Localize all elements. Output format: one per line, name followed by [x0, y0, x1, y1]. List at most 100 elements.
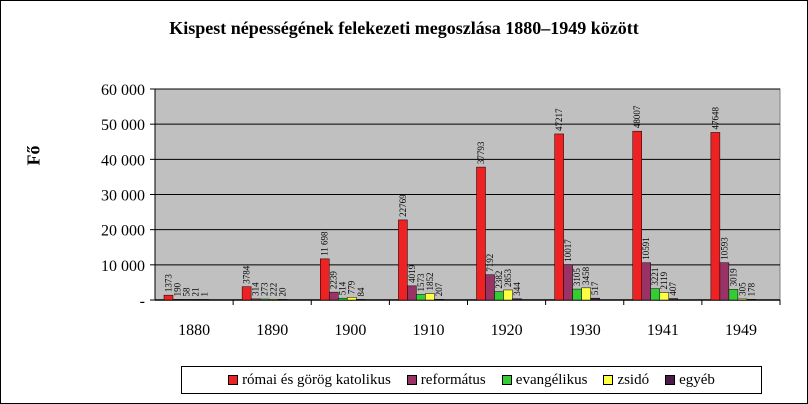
y-tick-label: - [140, 293, 145, 310]
bar [728, 289, 739, 301]
data-label: 344 [512, 282, 522, 296]
bar [241, 286, 252, 301]
legend-swatch [665, 375, 676, 385]
data-label: 2853 [503, 268, 513, 287]
data-label: 10591 [641, 237, 651, 260]
bar [190, 299, 201, 301]
data-label: 3105 [572, 268, 582, 287]
bar [659, 292, 669, 301]
data-label: 178 [746, 282, 756, 296]
data-label: 2119 [659, 271, 669, 289]
bar [320, 258, 330, 301]
data-label: 7192 [485, 254, 495, 272]
x-tick-label: 1930 [569, 322, 601, 339]
bar [416, 294, 426, 301]
bar [172, 299, 183, 301]
y-tick-label: 10 000 [101, 258, 145, 275]
data-label: 4019 [407, 264, 417, 283]
bar [398, 219, 408, 301]
bar [277, 299, 288, 301]
x-tick-label: 1910 [412, 322, 444, 339]
bar [356, 299, 366, 301]
data-label: 314 [251, 282, 261, 296]
data-label: 207 [434, 282, 444, 296]
chart-title: Kispest népességének felekezeti megoszlá… [169, 18, 639, 38]
data-label: 22769 [398, 194, 408, 217]
data-label: 222 [269, 283, 279, 297]
bar [737, 298, 748, 301]
data-label: 1573 [416, 273, 426, 292]
data-label: 10017 [563, 239, 573, 262]
data-label: 407 [668, 282, 678, 296]
bar [259, 298, 270, 301]
data-label: 517 [590, 281, 600, 295]
bar [407, 285, 417, 301]
data-label: 305 [737, 282, 747, 296]
legend-item: evangélikus [501, 371, 588, 389]
legend-item: református [406, 371, 486, 389]
y-tick-label: 20 000 [101, 223, 145, 240]
data-label: 48007 [632, 105, 642, 128]
bar [563, 264, 573, 301]
legend-item: római és görög katolikus [228, 372, 391, 389]
bar [632, 130, 642, 301]
legend-label: római és görög katolikus [242, 371, 391, 388]
legend-label: református [420, 371, 486, 388]
legend-swatch [406, 375, 417, 385]
legend: római és görög katolikus református evangé… [181, 366, 762, 394]
data-label: 3221 [650, 268, 660, 286]
x-tick-label: 1900 [334, 322, 366, 339]
bar [338, 297, 348, 301]
bar [425, 293, 435, 301]
data-label: 3019 [728, 268, 738, 287]
x-tick-label: 1941 [647, 322, 679, 339]
data-label: 514 [338, 281, 348, 295]
data-label: 190 [173, 282, 183, 296]
data-label: 3458 [581, 266, 591, 285]
data-label: 3784 [242, 265, 252, 284]
bar [181, 299, 192, 301]
data-label: 11 698 [320, 231, 330, 256]
data-label: 47648 [710, 106, 720, 129]
data-label: 273 [260, 282, 270, 296]
data-label: 1373 [164, 274, 174, 293]
bar [641, 262, 651, 301]
legend-swatch [228, 375, 239, 385]
bar [668, 298, 678, 301]
bar [476, 166, 486, 301]
y-tick-label: 30 000 [101, 188, 145, 205]
legend-label: zsidó [617, 371, 650, 388]
bar [590, 297, 600, 301]
bar [434, 299, 444, 301]
data-label: 47217 [554, 108, 564, 131]
legend-label: egyéb [679, 371, 715, 388]
data-label: 21 [191, 288, 201, 297]
data-label: 779 [347, 280, 357, 294]
data-label: 1 [200, 292, 210, 297]
bar [494, 291, 504, 301]
x-tick-label: 1949 [725, 322, 757, 339]
y-tick-label: 60 000 [101, 82, 145, 99]
bar [746, 299, 757, 301]
data-label: 37793 [476, 141, 486, 164]
bar [710, 132, 721, 301]
x-tick-label: 1880 [178, 322, 210, 339]
bar [485, 274, 495, 301]
y-tick-label: 40 000 [101, 152, 145, 169]
data-label: 1852 [425, 272, 435, 290]
bar [199, 299, 210, 301]
bar [581, 287, 591, 301]
bar [554, 133, 564, 301]
data-label: 58 [182, 287, 192, 297]
x-tick-label: 1890 [256, 322, 288, 339]
bar [572, 288, 582, 301]
legend-swatch [603, 375, 614, 385]
x-tick-label: 1920 [491, 322, 523, 339]
bar [719, 262, 730, 301]
bar [163, 294, 174, 301]
legend-item: zsidó [603, 372, 649, 389]
data-label: 2382 [494, 271, 504, 289]
legend-label: evangélikus [515, 371, 588, 388]
y-tick-label: 50 000 [101, 117, 145, 134]
bar [512, 298, 522, 301]
